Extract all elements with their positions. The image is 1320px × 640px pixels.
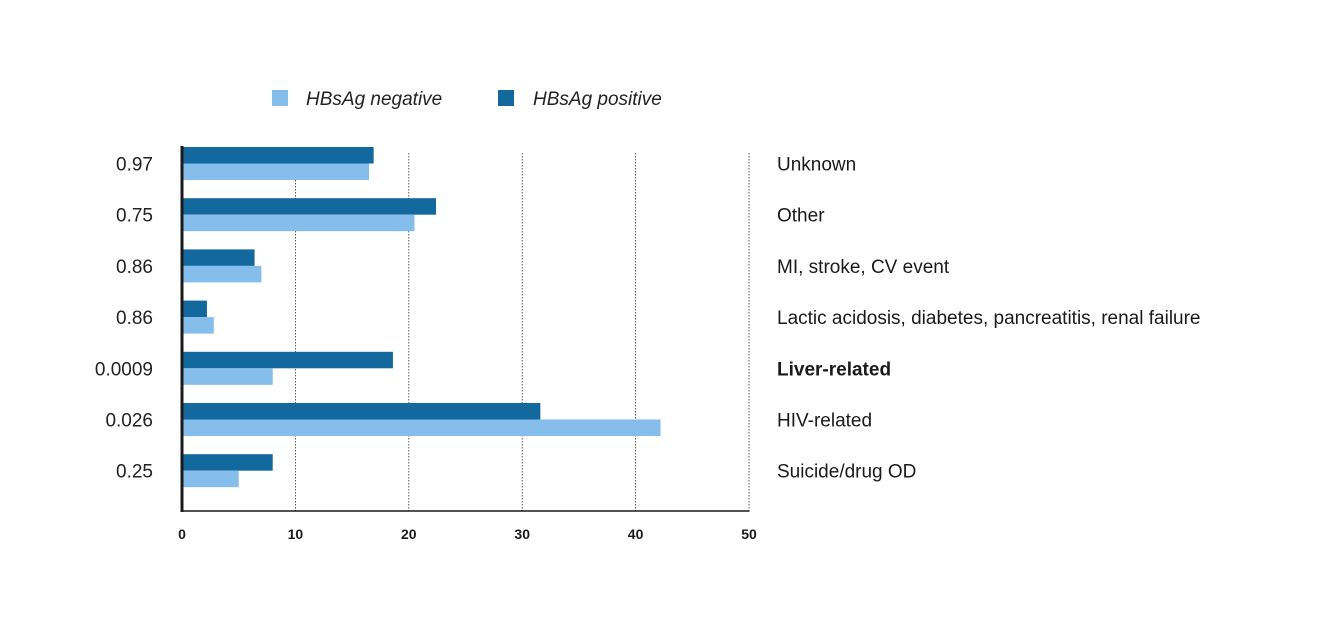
bar-hbsag-negative-5 (182, 419, 661, 436)
x-tick-label-30: 30 (514, 526, 530, 542)
x-tick-label-50: 50 (741, 526, 757, 542)
category-label-4: Liver-related (777, 359, 891, 380)
bar-hbsag-negative-4 (182, 368, 273, 385)
x-tick-label-10: 10 (288, 526, 304, 542)
bar-hbsag-positive-5 (182, 403, 541, 420)
category-label-1: Other (777, 206, 825, 227)
p-value-label-0: 0.97 (116, 155, 153, 176)
legend: HBsAg negative HBsAg positive (272, 89, 662, 110)
bars (182, 147, 661, 488)
category-label-5: HIV-related (777, 411, 872, 432)
bar-hbsag-negative-0 (182, 163, 370, 180)
p-value-label-3: 0.86 (116, 308, 153, 329)
bar-hbsag-negative-6 (182, 470, 239, 488)
x-tick-label-20: 20 (401, 526, 417, 542)
grid-lines (294, 153, 750, 511)
axes: 0 10 20 30 40 50 (178, 146, 757, 542)
p-value-label-2: 0.86 (116, 257, 153, 278)
legend-label-hbsag-positive: HBsAg positive (533, 89, 662, 110)
legend-swatch-hbsag-negative (272, 90, 288, 106)
bar-hbsag-negative-2 (182, 265, 262, 283)
category-label-0: Unknown (777, 155, 856, 176)
bar-hbsag-negative-1 (182, 214, 415, 232)
category-label-6: Suicide/drug OD (777, 462, 916, 483)
bar-hbsag-positive-2 (182, 249, 255, 266)
legend-swatch-hbsag-positive (498, 90, 514, 106)
bar-hbsag-positive-0 (182, 147, 374, 164)
p-value-label-1: 0.75 (116, 206, 153, 227)
bar-hbsag-negative-3 (182, 317, 214, 334)
legend-label-hbsag-negative: HBsAg negative (306, 89, 442, 110)
bar-hbsag-positive-6 (182, 454, 273, 471)
x-tick-label-40: 40 (628, 526, 644, 542)
category-label-3: Lactic acidosis, diabetes, pancreatitis,… (777, 308, 1201, 329)
labels: 0.97 Unknown 0.75 Other 0.86 MI, stroke, CV e… (95, 155, 1201, 483)
bar-hbsag-positive-1 (182, 198, 437, 215)
bar-hbsag-positive-3 (182, 300, 207, 318)
p-value-label-4: 0.0009 (95, 359, 153, 380)
bar-hbsag-positive-4 (182, 351, 393, 369)
category-label-2: MI, stroke, CV event (777, 257, 950, 278)
p-value-label-6: 0.25 (116, 462, 153, 483)
x-tick-label-0: 0 (178, 526, 186, 542)
p-value-label-5: 0.026 (105, 411, 153, 432)
